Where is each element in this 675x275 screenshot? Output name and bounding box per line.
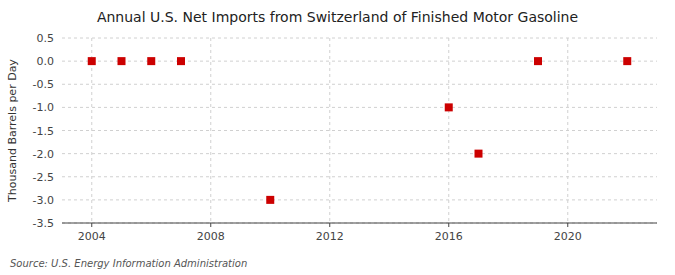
y-tick-label: -0.5: [33, 78, 54, 91]
points: [88, 57, 632, 204]
point: [266, 196, 274, 204]
point: [623, 57, 631, 65]
y-grid-line: [62, 107, 657, 108]
title: Annual U.S. Net Imports from Switzerland…: [97, 9, 578, 25]
point: [88, 57, 96, 65]
x-grid-line: [91, 38, 92, 223]
y-tick-label: -2.0: [33, 148, 54, 161]
chart-container: 0.5 0.0 -0.5 -1.0 -1.5 -2.0 -2.5 -3.0 -3.5 2004 20…: [0, 0, 675, 275]
point: [147, 57, 155, 65]
y-tick-label: 0.5: [37, 32, 55, 45]
grid: [62, 38, 657, 223]
x-tick-label: 2016: [435, 230, 463, 243]
x-tick-label: 2004: [78, 230, 106, 243]
y-tick-label: -1.5: [33, 125, 54, 138]
x-axis-line: [62, 223, 657, 224]
y-tick-label: -1.0: [33, 101, 54, 114]
point: [475, 150, 483, 158]
y-tick-label: -3.0: [33, 194, 54, 207]
x-tick: [210, 223, 211, 227]
point: [118, 57, 126, 65]
x-grid-line: [567, 38, 568, 223]
point: [445, 103, 453, 111]
x-tick-label: 2020: [554, 230, 582, 243]
x-tick-label: 2008: [197, 230, 225, 243]
x-grid-line: [329, 38, 330, 223]
x-tick: [567, 223, 568, 227]
source-note: Source: U.S. Energy Information Administ…: [10, 258, 247, 269]
point: [534, 57, 542, 65]
x-tick: [448, 223, 449, 227]
page: {"chart_data": {"type": "scatter", "titl…: [0, 0, 675, 275]
x-grid-line: [210, 38, 211, 223]
y-axis-label: Thousand Barrels per Day: [6, 59, 19, 203]
x-tick-label: 2012: [316, 230, 344, 243]
x-tick: [91, 223, 92, 227]
y-grid-line: [62, 84, 657, 85]
x-grid-line: [448, 38, 449, 223]
chart: 0.5 0.0 -0.5 -1.0 -1.5 -2.0 -2.5 -3.0 -3.5 2004 20…: [0, 0, 675, 275]
y-tick-label: 0.0: [37, 55, 55, 68]
y-tick-label: -3.5: [33, 217, 54, 230]
y-tick-label: -2.5: [33, 171, 54, 184]
x-tick: [329, 223, 330, 227]
y-grid-line: [62, 223, 657, 224]
point: [177, 57, 185, 65]
